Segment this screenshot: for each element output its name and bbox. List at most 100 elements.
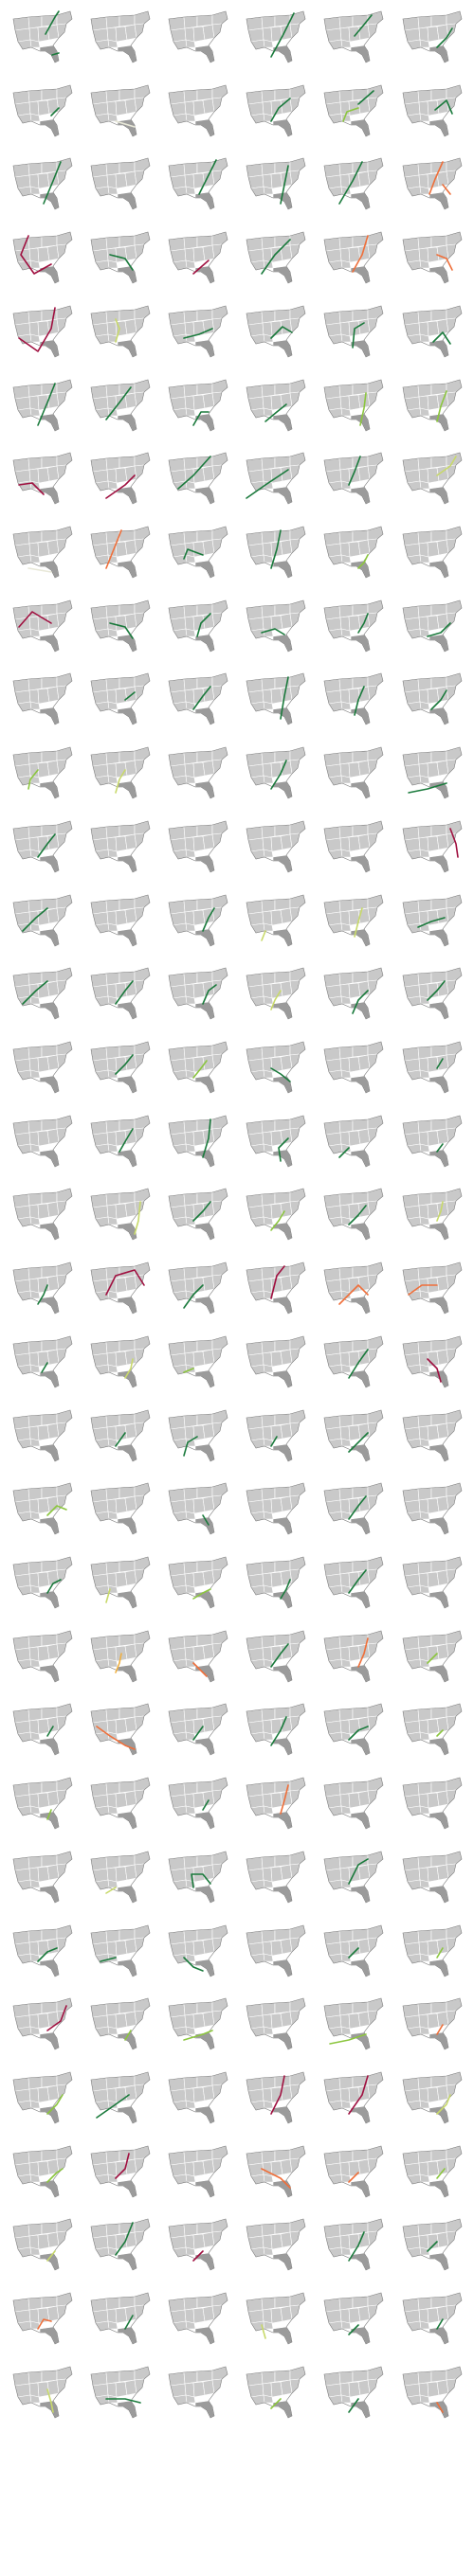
basemap [12, 894, 72, 946]
storm-track [261, 2167, 292, 2189]
map-panel [87, 1404, 155, 1465]
map-panel-svg [324, 1777, 384, 1830]
basemap [90, 1997, 151, 2050]
storm-track [426, 1358, 442, 1383]
storm-track [261, 929, 267, 941]
map-panel-svg [402, 1924, 462, 1977]
map-panel [165, 1846, 233, 1906]
map-panel [9, 1551, 78, 1612]
storm-track [246, 469, 290, 500]
map-panel-svg [402, 10, 462, 63]
map-panel-svg [168, 1041, 228, 1094]
basemap [168, 1704, 228, 1756]
map-panel-svg [324, 746, 384, 799]
basemap [168, 1261, 228, 1315]
map-panel-svg [168, 1851, 228, 1904]
map-panel [87, 668, 155, 728]
basemap [90, 820, 151, 873]
storm-track [352, 235, 370, 273]
map-panel-svg [324, 1630, 384, 1683]
map-panel-svg [324, 2219, 384, 2271]
basemap [246, 1777, 306, 1830]
basemap [324, 1189, 384, 1241]
map-panel [320, 1331, 389, 1391]
basemap [402, 820, 462, 873]
storm-track [105, 474, 136, 500]
map-panel-svg [168, 1335, 228, 1388]
map-panel [399, 80, 467, 140]
basemap [90, 1335, 151, 1388]
map-panel-svg [90, 526, 151, 579]
map-panel-svg [90, 231, 151, 284]
basemap [324, 1630, 384, 1683]
basemap [168, 1556, 228, 1609]
map-panel-svg [12, 1777, 72, 1830]
map-panel-svg [402, 2071, 462, 2124]
basemap [324, 526, 384, 579]
map-panel-svg [12, 1261, 72, 1315]
map-panel-svg [324, 1409, 384, 1461]
storm-track [348, 1349, 370, 1379]
storm-track [270, 97, 292, 122]
basemap [12, 379, 72, 431]
map-panel [165, 226, 233, 287]
map-panel-svg [90, 820, 151, 873]
map-panel [165, 374, 233, 435]
storm-track [192, 410, 210, 426]
basemap [168, 526, 228, 579]
storm-track [46, 1809, 52, 1820]
storm-track [105, 2398, 141, 2404]
basemap [402, 1556, 462, 1609]
storm-track [115, 769, 126, 794]
map-panel-svg [324, 1261, 384, 1315]
basemap [90, 1115, 151, 1168]
storm-track [329, 2033, 368, 2046]
map-panel [9, 1846, 78, 1906]
basemap [402, 746, 462, 799]
basemap [12, 10, 72, 63]
map-panel-svg [168, 1409, 228, 1461]
map-panel [165, 1036, 233, 1097]
basemap [12, 2145, 72, 2198]
basemap [90, 1556, 151, 1609]
basemap [324, 1851, 384, 1904]
storm-track [348, 1569, 368, 1594]
basemap [402, 2292, 462, 2345]
basemap [12, 1924, 72, 1977]
basemap [402, 526, 462, 579]
basemap [402, 967, 462, 1020]
storm-track [17, 482, 45, 496]
map-panel-svg [324, 1115, 384, 1168]
storm-track [115, 1652, 122, 1673]
map-panel [9, 1477, 78, 1538]
basemap [12, 1704, 72, 1756]
basemap [324, 158, 384, 210]
basemap [246, 84, 306, 137]
map-panel [399, 1993, 467, 2053]
map-panel-svg [90, 1556, 151, 1609]
map-panel-svg [168, 231, 228, 284]
map-panel [320, 815, 389, 876]
storm-track [278, 1136, 290, 1162]
map-panel [320, 668, 389, 728]
map-panel [165, 1920, 233, 1980]
basemap [168, 1115, 228, 1168]
basemap [168, 967, 228, 1020]
storm-track [46, 2005, 67, 2032]
storm-track [270, 1265, 286, 1299]
map-panel [399, 1257, 467, 1317]
basemap [12, 158, 72, 210]
basemap [246, 158, 306, 210]
map-panel [320, 2066, 389, 2127]
basemap [324, 1997, 384, 2050]
storm-track [183, 548, 204, 560]
map-panel [87, 962, 155, 1023]
storm-track [352, 990, 370, 1015]
map-panel-svg [324, 452, 384, 505]
map-panel-svg [90, 1851, 151, 1904]
storm-track [44, 10, 60, 35]
map-panel [399, 1110, 467, 1171]
basemap [402, 1924, 462, 1977]
basemap [90, 1482, 151, 1535]
storm-track [338, 1284, 370, 1305]
